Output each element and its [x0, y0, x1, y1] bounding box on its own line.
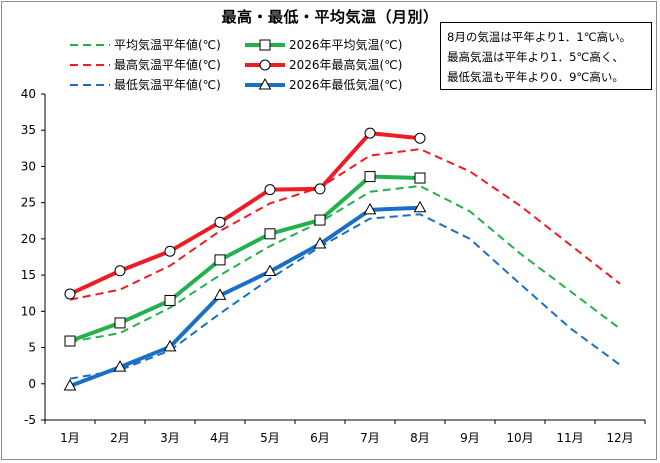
data-point-triangle — [113, 360, 127, 372]
series-line — [69, 185, 621, 343]
data-point-circle — [364, 127, 376, 139]
legend-item: 最高気温平年値(℃) — [70, 57, 221, 72]
x-tick-label: 2月 — [110, 431, 130, 445]
y-tick-label: 25 — [21, 196, 36, 210]
series-max-solid — [64, 127, 426, 300]
y-tick-label: 40 — [21, 87, 36, 101]
note-line-2: 最高気温は平年より1．5℃高く、 — [447, 50, 624, 64]
annotation-box: 8月の気温は平年より1．1℃高い。 最高気温は平年より1．5℃高く、 最低気温も… — [440, 22, 652, 90]
data-point-square — [414, 172, 426, 184]
series-min-dashed — [69, 213, 621, 380]
series-min-solid — [63, 200, 427, 391]
y-tick-label: 30 — [21, 159, 36, 173]
series-avg-dashed — [69, 185, 621, 343]
data-point-circle — [164, 245, 176, 257]
x-tick-label: 8月 — [410, 431, 430, 445]
series-avg-solid — [64, 171, 426, 347]
data-point-square — [64, 335, 76, 347]
legend-marker-triangle — [258, 77, 272, 90]
legend-item: 最低気温平年値(℃) — [70, 77, 221, 92]
note-line-1: 8月の気温は平年より1．1℃高い。 — [447, 30, 632, 44]
legend-label: 2026年平均気温(℃) — [289, 37, 402, 52]
data-point-square — [264, 228, 276, 240]
series-line — [69, 174, 421, 343]
series-line — [69, 131, 421, 296]
x-tick-label: 12月 — [606, 431, 633, 445]
series-line — [69, 148, 621, 301]
axes: -5 0 5 10 15 20 25 30 35 40 1月 2月 3月 4月 5月 6月 7月 8月 9月 10月 1… — [21, 87, 646, 445]
x-tick-label: 6月 — [310, 431, 330, 445]
x-tick-label: 1月 — [60, 431, 80, 445]
data-point-circle — [414, 132, 426, 144]
data-point-square — [214, 254, 226, 266]
legend-label: 最高気温平年値(℃) — [114, 57, 221, 72]
data-point-circle — [214, 216, 226, 228]
legend-label: 平均気温平年値(℃) — [114, 37, 221, 52]
y-tick-label: 35 — [21, 123, 36, 137]
series-line — [69, 205, 421, 388]
x-tick-label: 3月 — [160, 431, 180, 445]
legend-item: 2026年最高気温(℃) — [245, 57, 402, 72]
x-tick-label: 4月 — [210, 431, 230, 445]
x-tick-label: 9月 — [460, 431, 480, 445]
data-point-square — [364, 171, 376, 183]
y-tick-label: -5 — [24, 413, 36, 427]
data-point-triangle — [363, 202, 377, 215]
x-tick-label: 5月 — [260, 431, 280, 445]
series-layer — [63, 127, 621, 391]
data-point-triangle — [313, 236, 327, 249]
data-point-square — [164, 294, 176, 306]
legend-item: 平均気温平年値(℃) — [70, 37, 221, 52]
y-tick-label: 10 — [21, 304, 36, 318]
x-tick-label: 7月 — [360, 431, 380, 445]
data-point-triangle — [163, 339, 177, 352]
y-tick-label: 0 — [28, 377, 36, 391]
note-line-3: 最低気温も平年より0．9℃高い。 — [447, 70, 624, 84]
y-tick-label: 15 — [21, 268, 36, 282]
y-tick-label: 20 — [21, 232, 36, 246]
legend-marker-square — [259, 39, 271, 51]
x-tick-label: 10月 — [506, 431, 533, 445]
series-line — [69, 213, 621, 380]
data-point-square — [314, 214, 326, 226]
data-point-triangle — [63, 378, 77, 391]
data-point-circle — [264, 184, 276, 196]
data-point-triangle — [263, 264, 277, 276]
chart-title: 最高・最低・平均気温（月別） — [221, 8, 439, 26]
legend: 平均気温平年値(℃) 2026年平均気温(℃) 最高気温平年値(℃) 2026年最高気… — [70, 37, 402, 92]
legend-label: 最低気温平年値(℃) — [114, 77, 221, 92]
legend-label: 2026年最高気温(℃) — [289, 57, 402, 72]
legend-item: 2026年最低気温(℃) — [245, 77, 402, 92]
data-point-square — [114, 317, 126, 329]
series-max-dashed — [69, 148, 621, 301]
legend-item: 2026年平均気温(℃) — [245, 37, 402, 52]
data-point-circle — [314, 183, 326, 195]
data-point-circle — [64, 288, 76, 300]
y-tick-label: 5 — [28, 341, 36, 355]
data-point-triangle — [213, 288, 227, 300]
legend-marker-circle — [259, 59, 271, 71]
x-tick-label: 11月 — [556, 431, 583, 445]
legend-label: 2026年最低気温(℃) — [289, 77, 402, 92]
data-point-triangle — [413, 200, 427, 213]
data-point-circle — [114, 265, 126, 277]
